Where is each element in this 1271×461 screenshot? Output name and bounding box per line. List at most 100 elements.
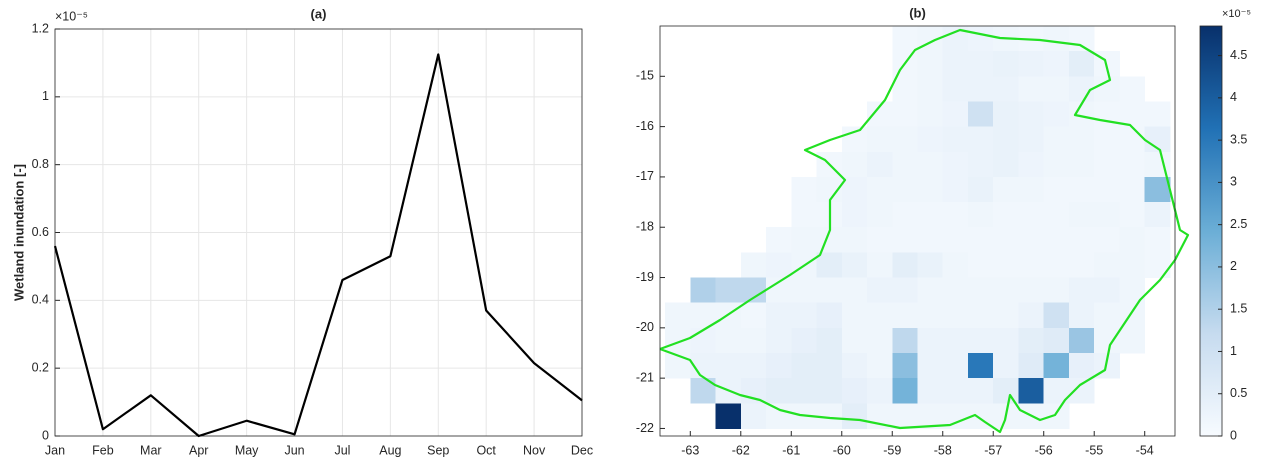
heatmap-cell [993, 302, 1019, 329]
heatmap-cell [1119, 227, 1146, 253]
heatmap-cell [1018, 126, 1045, 153]
colorbar-tick-label: 2.5 [1230, 217, 1247, 231]
heatmap-cell [791, 176, 817, 203]
heatmap-cell [892, 327, 918, 354]
heatmap-cell [917, 327, 944, 354]
x-tick-label: -56 [1035, 443, 1053, 457]
heatmap-cell [1043, 202, 1070, 228]
heatmap-cell [1119, 202, 1146, 228]
heatmap-cell [942, 76, 969, 102]
heatmap-cell [740, 252, 767, 278]
heatmap-cell [892, 101, 918, 127]
heatmap-cell [1144, 202, 1171, 228]
heatmap-cell [942, 327, 969, 354]
heatmap-cell [841, 176, 868, 203]
y-tick-label: -18 [636, 220, 654, 234]
heatmap-cell [993, 76, 1019, 102]
heatmap-cell [1043, 126, 1070, 153]
x-tick-label: -54 [1136, 443, 1154, 457]
heatmap-cell [665, 327, 691, 354]
heatmap-cell [1068, 327, 1095, 354]
heatmap-cell [892, 252, 918, 278]
heatmap-cell [867, 352, 893, 379]
heatmap-cell [1068, 176, 1095, 203]
x-tick-label: -60 [833, 443, 851, 457]
x-tick-label: Dec [571, 443, 593, 457]
heatmap-cell [1119, 126, 1146, 153]
heatmap-cell [1018, 227, 1045, 253]
heatmap-cell [967, 26, 994, 52]
heatmap-cell [917, 101, 944, 127]
heatmap-cell [993, 126, 1019, 153]
heatmap-cell [1043, 227, 1070, 253]
heatmap-cell [1094, 252, 1120, 278]
x-tick-label: -58 [934, 443, 952, 457]
heatmap-cell [766, 378, 792, 404]
heatmap-cell [1068, 352, 1095, 379]
heatmap-cell [892, 26, 918, 52]
x-tick-label: Sep [427, 443, 449, 457]
y-tick-label: 0.4 [32, 293, 49, 307]
heatmap-cell [967, 352, 994, 379]
x-tick-label: Jun [284, 443, 304, 457]
heatmap-cell [715, 277, 742, 303]
heatmap-cells [665, 26, 1171, 429]
heatmap-cell [690, 327, 716, 354]
heatmap-cell [867, 327, 893, 354]
colorbar-tick-label: 1.5 [1230, 301, 1247, 315]
heatmap-cell [1144, 227, 1171, 253]
heatmap-cell [1094, 227, 1120, 253]
heatmap-cell [892, 403, 918, 429]
heatmap-cell [1043, 51, 1070, 77]
heatmap-cell [892, 352, 918, 379]
heatmap-cell [1094, 176, 1120, 203]
heatmap-cell [816, 252, 843, 278]
y-tick-label: -15 [636, 69, 654, 83]
heatmap-cell [1068, 151, 1095, 178]
chart-title: (a) [311, 6, 327, 21]
heatmap-cell [917, 227, 944, 253]
heatmap-cell [740, 302, 767, 329]
heatmap-cell [1018, 76, 1045, 102]
heatmap-cell [1043, 352, 1070, 379]
heatmap-cell [892, 176, 918, 203]
heatmap-cell [942, 126, 969, 153]
heatmap-cell [967, 252, 994, 278]
heatmap-cell [1068, 51, 1095, 77]
heatmap-cell [740, 378, 767, 404]
heatmap-cell [892, 378, 918, 404]
heatmap-cell [740, 327, 767, 354]
heatmap-cell [942, 302, 969, 329]
heatmap-cell [917, 202, 944, 228]
heatmap-cell [665, 352, 691, 379]
heatmap-cell [791, 302, 817, 329]
heatmap-cell [967, 126, 994, 153]
heatmap-cell [1068, 252, 1095, 278]
x-tick-label: Nov [523, 443, 546, 457]
x-tick-label: -57 [984, 443, 1002, 457]
y-exponent: ×10⁻⁵ [55, 9, 88, 23]
heatmap-cell [1043, 176, 1070, 203]
heatmap-cell [766, 252, 792, 278]
heatmap-cell [841, 126, 868, 153]
heatmap-cell [791, 277, 817, 303]
x-tick-label: Mar [140, 443, 162, 457]
data-line [53, 53, 583, 438]
y-tick-label: -16 [636, 119, 654, 133]
colorbar-tick-label: 0.5 [1230, 386, 1247, 400]
heatmap-cell [1018, 252, 1045, 278]
heatmap-cell [841, 151, 868, 178]
x-tick-label: Jul [334, 443, 350, 457]
heatmap-cell [791, 378, 817, 404]
heatmap-cell [1094, 76, 1120, 102]
heatmap-cell [665, 302, 691, 329]
heatmap-cell [942, 277, 969, 303]
heatmap-cell [1068, 26, 1095, 52]
heatmap-cell [1018, 277, 1045, 303]
heatmap-cell [1119, 101, 1146, 127]
y-tick-label: 0.6 [32, 225, 49, 239]
heatmap-cell [892, 151, 918, 178]
heatmap-cell [766, 327, 792, 354]
heatmap-cell [867, 277, 893, 303]
heatmap-cell [967, 101, 994, 127]
